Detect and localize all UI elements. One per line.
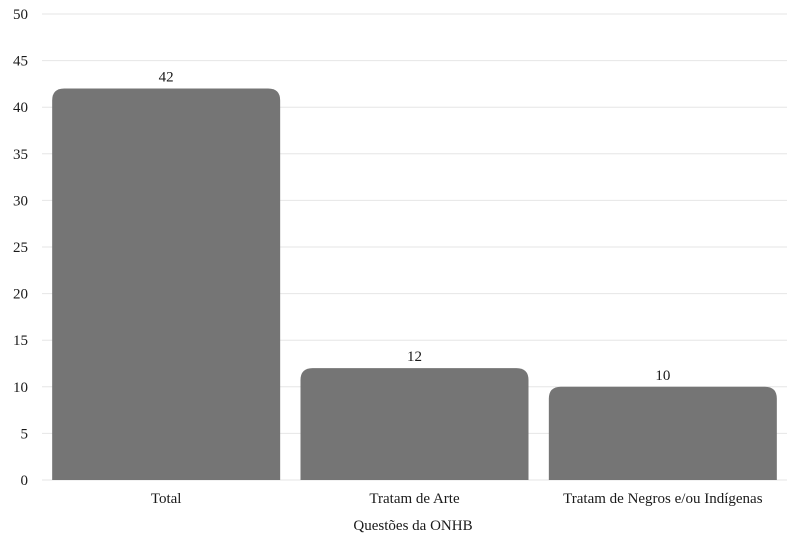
y-tick-label: 30 [13,193,28,209]
bar-3 [548,386,777,480]
x-axis-categories: Total Tratam de Arte Tratam de Negros e/ou… [151,491,763,507]
x-axis-title: Questões da ONHB [353,518,472,534]
bar-1 [52,88,281,480]
y-tick-label: 0 [21,473,29,489]
x-category-label: Tratam de Negros e/ou Indígenas [563,491,763,507]
x-category-label: Total [151,491,182,507]
y-tick-label: 20 [13,287,28,303]
data-label: 10 [655,368,670,384]
bar-2 [300,368,529,480]
y-tick-label: 40 [13,100,28,116]
y-tick-label: 10 [13,380,28,396]
y-tick-label: 35 [13,147,28,163]
data-label: 12 [407,349,422,365]
y-axis-ticks: 0 5 10 15 20 25 30 35 40 45 50 [13,7,28,489]
y-tick-label: 45 [13,54,28,70]
bars [52,88,777,480]
y-tick-label: 50 [13,7,28,23]
x-category-label: Tratam de Arte [369,491,460,507]
data-label: 42 [159,70,174,86]
y-tick-label: 15 [13,333,28,349]
y-tick-label: 5 [21,426,29,442]
y-tick-label: 25 [13,240,28,256]
data-labels: 42 12 10 [159,70,671,384]
